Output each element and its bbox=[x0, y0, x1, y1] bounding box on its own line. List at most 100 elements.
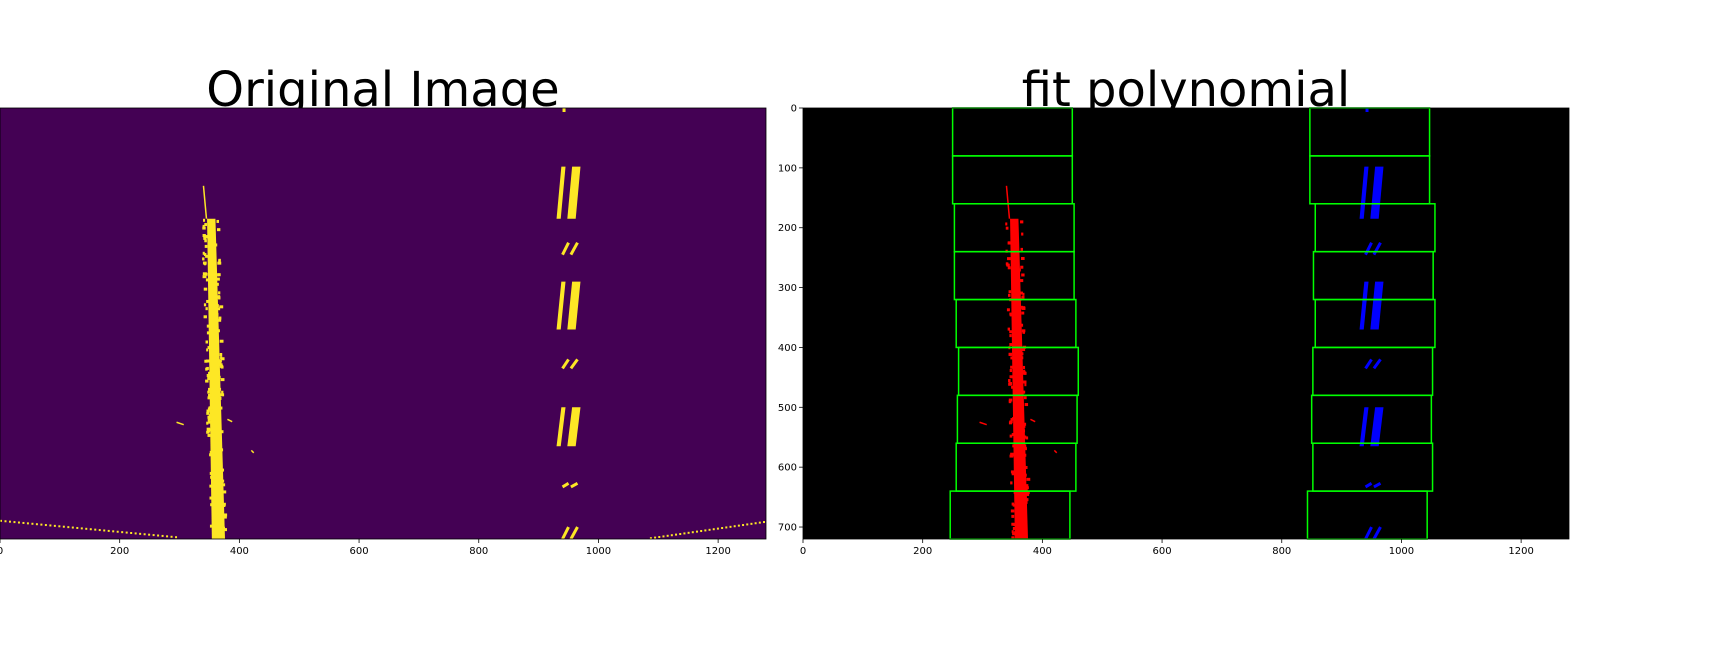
left-lane-pixels bbox=[219, 362, 222, 366]
edge-noise-pixels bbox=[737, 524, 740, 527]
left-lane-pixels bbox=[217, 329, 220, 333]
left-lane-pixels bbox=[1019, 323, 1024, 327]
original-image-plot bbox=[0, 108, 766, 540]
left-lane-pixels bbox=[1014, 532, 1019, 536]
left-lane-pixels bbox=[207, 218, 226, 540]
left-lane-pixels bbox=[209, 453, 213, 457]
left-lane-pixels bbox=[1011, 433, 1015, 437]
image-background bbox=[0, 108, 766, 539]
left-lane-pixels bbox=[1025, 484, 1029, 488]
left-lane-pixels bbox=[216, 304, 219, 308]
right-lane-dash bbox=[556, 407, 566, 447]
fit-xtick-label: 0 bbox=[800, 546, 806, 557]
right-lane-dash bbox=[1359, 281, 1369, 330]
right-lane-dash bbox=[570, 482, 579, 489]
fit-ytick-label: 0 bbox=[791, 104, 797, 115]
edge-noise-pixels bbox=[742, 524, 745, 527]
left-lane-pixels bbox=[1012, 526, 1017, 530]
left-lane-pixels bbox=[1012, 532, 1016, 536]
edge-noise-pixels bbox=[758, 521, 761, 524]
left-lane-pixels bbox=[176, 421, 184, 426]
right-lane-dash bbox=[1370, 166, 1384, 219]
left-lane-pixels bbox=[206, 348, 209, 352]
left-lane-pixels bbox=[222, 479, 225, 483]
fit-ytick-label: 700 bbox=[778, 523, 797, 534]
left-lane-pixels bbox=[227, 418, 233, 423]
left-lane-pixels bbox=[1011, 536, 1015, 540]
left-lane-pixels bbox=[208, 414, 212, 418]
left-lane-pixels bbox=[1010, 481, 1013, 485]
left-lane-pixels bbox=[1007, 266, 1011, 270]
right-lane-dash bbox=[1364, 526, 1373, 540]
edge-noise-pixels bbox=[31, 522, 34, 525]
fit-ytick-label: 400 bbox=[778, 343, 797, 354]
left-lane-pixels bbox=[220, 378, 225, 382]
right-lane-dash bbox=[567, 281, 581, 330]
left-lane-pixels bbox=[1024, 498, 1029, 502]
edge-noise-pixels bbox=[716, 527, 719, 530]
edge-noise-pixels bbox=[683, 532, 686, 535]
right-lane-dash bbox=[561, 482, 570, 489]
left-lane-pixels bbox=[206, 409, 210, 413]
left-lane-pixels bbox=[1008, 290, 1012, 294]
left-lane-pixels bbox=[206, 427, 211, 431]
left-lane-pixels bbox=[208, 393, 212, 397]
left-lane-pixels bbox=[1021, 256, 1025, 260]
left-lane-pixels bbox=[220, 357, 225, 361]
left-lane-pixels bbox=[221, 503, 226, 507]
edge-noise-pixels bbox=[107, 529, 110, 532]
right-lane-dash bbox=[1364, 358, 1373, 370]
left-lane-pixels bbox=[1008, 379, 1011, 383]
left-lane-pixels bbox=[1021, 273, 1025, 277]
edge-noise-pixels bbox=[152, 534, 155, 537]
left-lane-pixels bbox=[1009, 369, 1012, 373]
right-lane-dash bbox=[1373, 482, 1382, 489]
left-lane-pixels bbox=[1006, 257, 1011, 261]
left-lane-pixels bbox=[1022, 371, 1027, 375]
left-lane-pixels bbox=[208, 387, 212, 391]
left-lane-pixels bbox=[219, 339, 224, 343]
right-lane-dash bbox=[561, 358, 570, 370]
left-lane-pixels bbox=[1010, 470, 1015, 474]
left-lane-pixels bbox=[1012, 453, 1017, 457]
fit-xtick-label: 1000 bbox=[1389, 546, 1414, 557]
left-lane-pixels bbox=[979, 421, 987, 426]
edge-noise-pixels bbox=[695, 530, 698, 533]
left-lane-pixels bbox=[1022, 424, 1026, 428]
left-lane-pixels bbox=[1022, 435, 1027, 439]
edge-noise-pixels bbox=[691, 531, 694, 534]
edge-noise-pixels bbox=[13, 521, 16, 524]
left-lane-pixels bbox=[209, 450, 213, 454]
left-lane-pixels bbox=[1005, 185, 1011, 219]
edge-noise-pixels bbox=[116, 530, 119, 533]
right-lane-dash bbox=[1364, 242, 1373, 256]
left-lane-pixels bbox=[1007, 241, 1011, 245]
left-lane-pixels bbox=[1026, 477, 1031, 481]
left-lane-pixels bbox=[1022, 330, 1025, 334]
left-lane-pixels bbox=[205, 340, 209, 344]
fit-xtick-label: 800 bbox=[1272, 546, 1291, 557]
left-lane-pixels bbox=[202, 272, 207, 276]
left-lane-pixels bbox=[209, 428, 212, 432]
left-lane-pixels bbox=[1022, 306, 1026, 310]
left-lane-pixels bbox=[223, 513, 228, 517]
left-lane-pixels bbox=[1006, 308, 1010, 312]
original-xtick-label: 200 bbox=[110, 546, 129, 557]
right-lane-dash bbox=[1359, 166, 1369, 219]
left-lane-pixels bbox=[1025, 465, 1028, 469]
edge-noise-pixels bbox=[134, 532, 137, 535]
left-lane-pixels bbox=[220, 356, 223, 360]
left-lane-pixels bbox=[1022, 380, 1027, 384]
edge-noise-pixels bbox=[35, 523, 38, 526]
right-lane-dash bbox=[1359, 407, 1369, 447]
left-lane-pixels bbox=[207, 376, 211, 380]
left-lane-pixels bbox=[217, 261, 222, 265]
right-lane-dash bbox=[1372, 241, 1382, 256]
left-lane-pixels bbox=[209, 484, 213, 488]
left-lane-pixels bbox=[204, 244, 208, 248]
left-lane-pixels bbox=[1023, 484, 1027, 488]
left-lane-pixels bbox=[218, 318, 222, 322]
right-lane-dash bbox=[1372, 526, 1382, 540]
edge-noise-pixels bbox=[700, 530, 703, 533]
left-lane-pixels bbox=[204, 223, 207, 227]
